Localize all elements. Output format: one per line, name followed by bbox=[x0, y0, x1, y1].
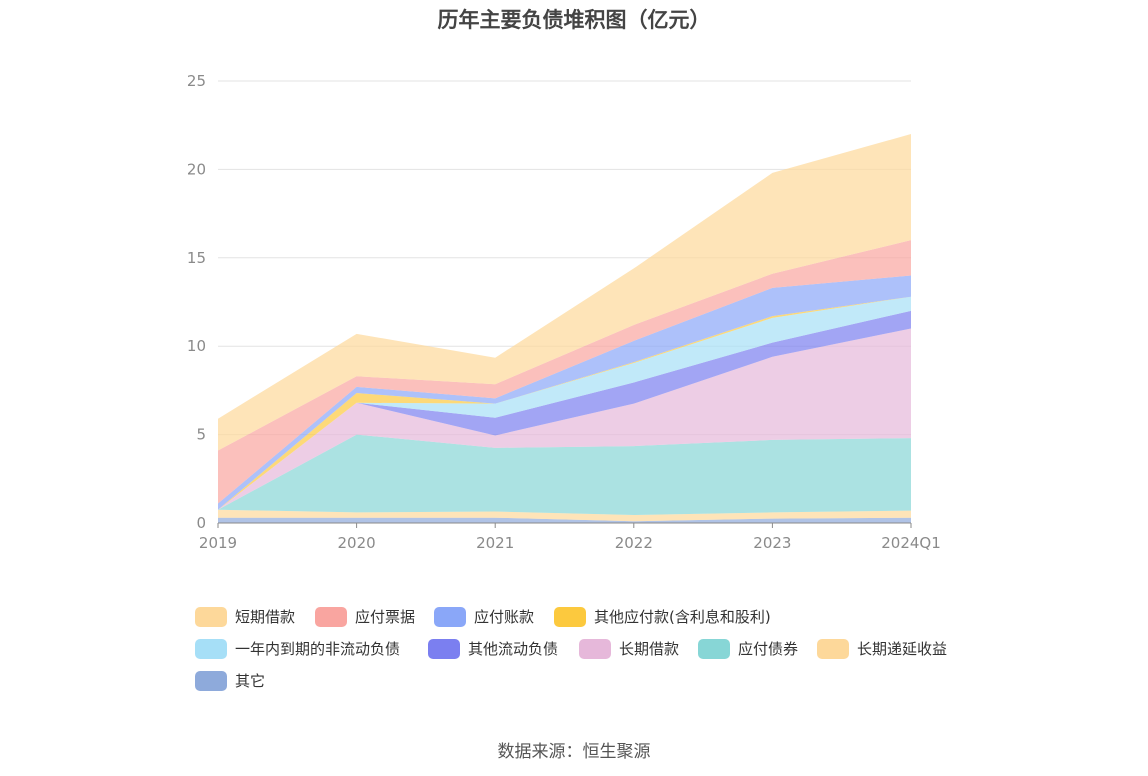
x-tick-label: 2022 bbox=[615, 534, 653, 552]
area-series bbox=[218, 134, 911, 523]
legend-label: 应付票据 bbox=[355, 608, 416, 626]
chart-title: 历年主要负债堆积图（亿元） bbox=[437, 8, 711, 32]
x-tick-label: 2019 bbox=[199, 534, 237, 552]
legend-item[interactable]: 应付债券 bbox=[698, 638, 798, 659]
area-2 bbox=[218, 434, 911, 516]
legend-item[interactable]: 长期借款 bbox=[579, 638, 679, 659]
legend-label: 应付债券 bbox=[738, 640, 799, 658]
x-tick-label: 2020 bbox=[338, 534, 376, 552]
legend-label: 长期借款 bbox=[619, 640, 680, 658]
x-tick-label: 2023 bbox=[753, 534, 791, 552]
y-tick-label: 5 bbox=[196, 426, 206, 444]
area-3 bbox=[218, 328, 911, 510]
legend-swatch bbox=[195, 638, 227, 659]
legend-swatch bbox=[698, 638, 730, 659]
stacked-area-chart: 0 5 10 15 20 25 2019 2020 2021 2022 2023 2024Q1 bbox=[187, 72, 941, 552]
legend-swatch bbox=[195, 606, 227, 627]
legend-item[interactable]: 其他应付款(含利息和股利) bbox=[554, 606, 771, 627]
legend-label: 一年内到期的非流动负债 bbox=[235, 640, 401, 658]
legend-label: 其他应付款(含利息和股利) bbox=[594, 608, 771, 626]
legend-item[interactable]: 一年内到期的非流动负债 bbox=[195, 638, 400, 659]
legend-label: 长期递延收益 bbox=[857, 640, 948, 658]
y-tick-label: 0 bbox=[196, 514, 206, 532]
legend-label: 应付账款 bbox=[474, 608, 535, 626]
legend-swatch bbox=[554, 606, 586, 627]
area-9 bbox=[218, 134, 911, 451]
area-4 bbox=[218, 310, 911, 510]
legend-item[interactable]: 短期借款 bbox=[195, 606, 295, 627]
area-8 bbox=[218, 240, 911, 504]
legend-label: 其他流动负债 bbox=[468, 640, 559, 658]
area-0 bbox=[218, 517, 911, 523]
area-7 bbox=[218, 275, 911, 510]
y-tick-label: 10 bbox=[187, 337, 206, 355]
y-tick-label: 15 bbox=[187, 249, 206, 267]
legend-swatch bbox=[428, 638, 460, 659]
legend-swatch bbox=[579, 638, 611, 659]
legend-item[interactable]: 其它 bbox=[195, 670, 265, 691]
legend-item[interactable]: 应付票据 bbox=[315, 606, 415, 627]
legend-label: 短期借款 bbox=[235, 608, 296, 626]
y-tick-label: 20 bbox=[187, 160, 206, 178]
area-1 bbox=[218, 509, 911, 522]
legend-item[interactable]: 应付账款 bbox=[434, 606, 534, 627]
x-tick-label: 2024Q1 bbox=[881, 534, 941, 552]
area-5 bbox=[218, 296, 911, 510]
x-tick-label: 2021 bbox=[476, 534, 514, 552]
legend-swatch bbox=[315, 606, 347, 627]
legend-label: 其它 bbox=[235, 672, 266, 690]
y-tick-label: 25 bbox=[187, 72, 206, 90]
legend-swatch bbox=[434, 606, 466, 627]
legend-item[interactable]: 其他流动负债 bbox=[428, 638, 558, 659]
legend-item[interactable]: 长期递延收益 bbox=[817, 638, 947, 659]
legend-swatch bbox=[817, 638, 849, 659]
legend-swatch bbox=[195, 670, 227, 691]
axes: 0 5 10 15 20 25 2019 2020 2021 2022 2023 2024Q1 bbox=[187, 72, 941, 552]
data-source: 数据来源：恒生聚源 bbox=[497, 742, 651, 762]
